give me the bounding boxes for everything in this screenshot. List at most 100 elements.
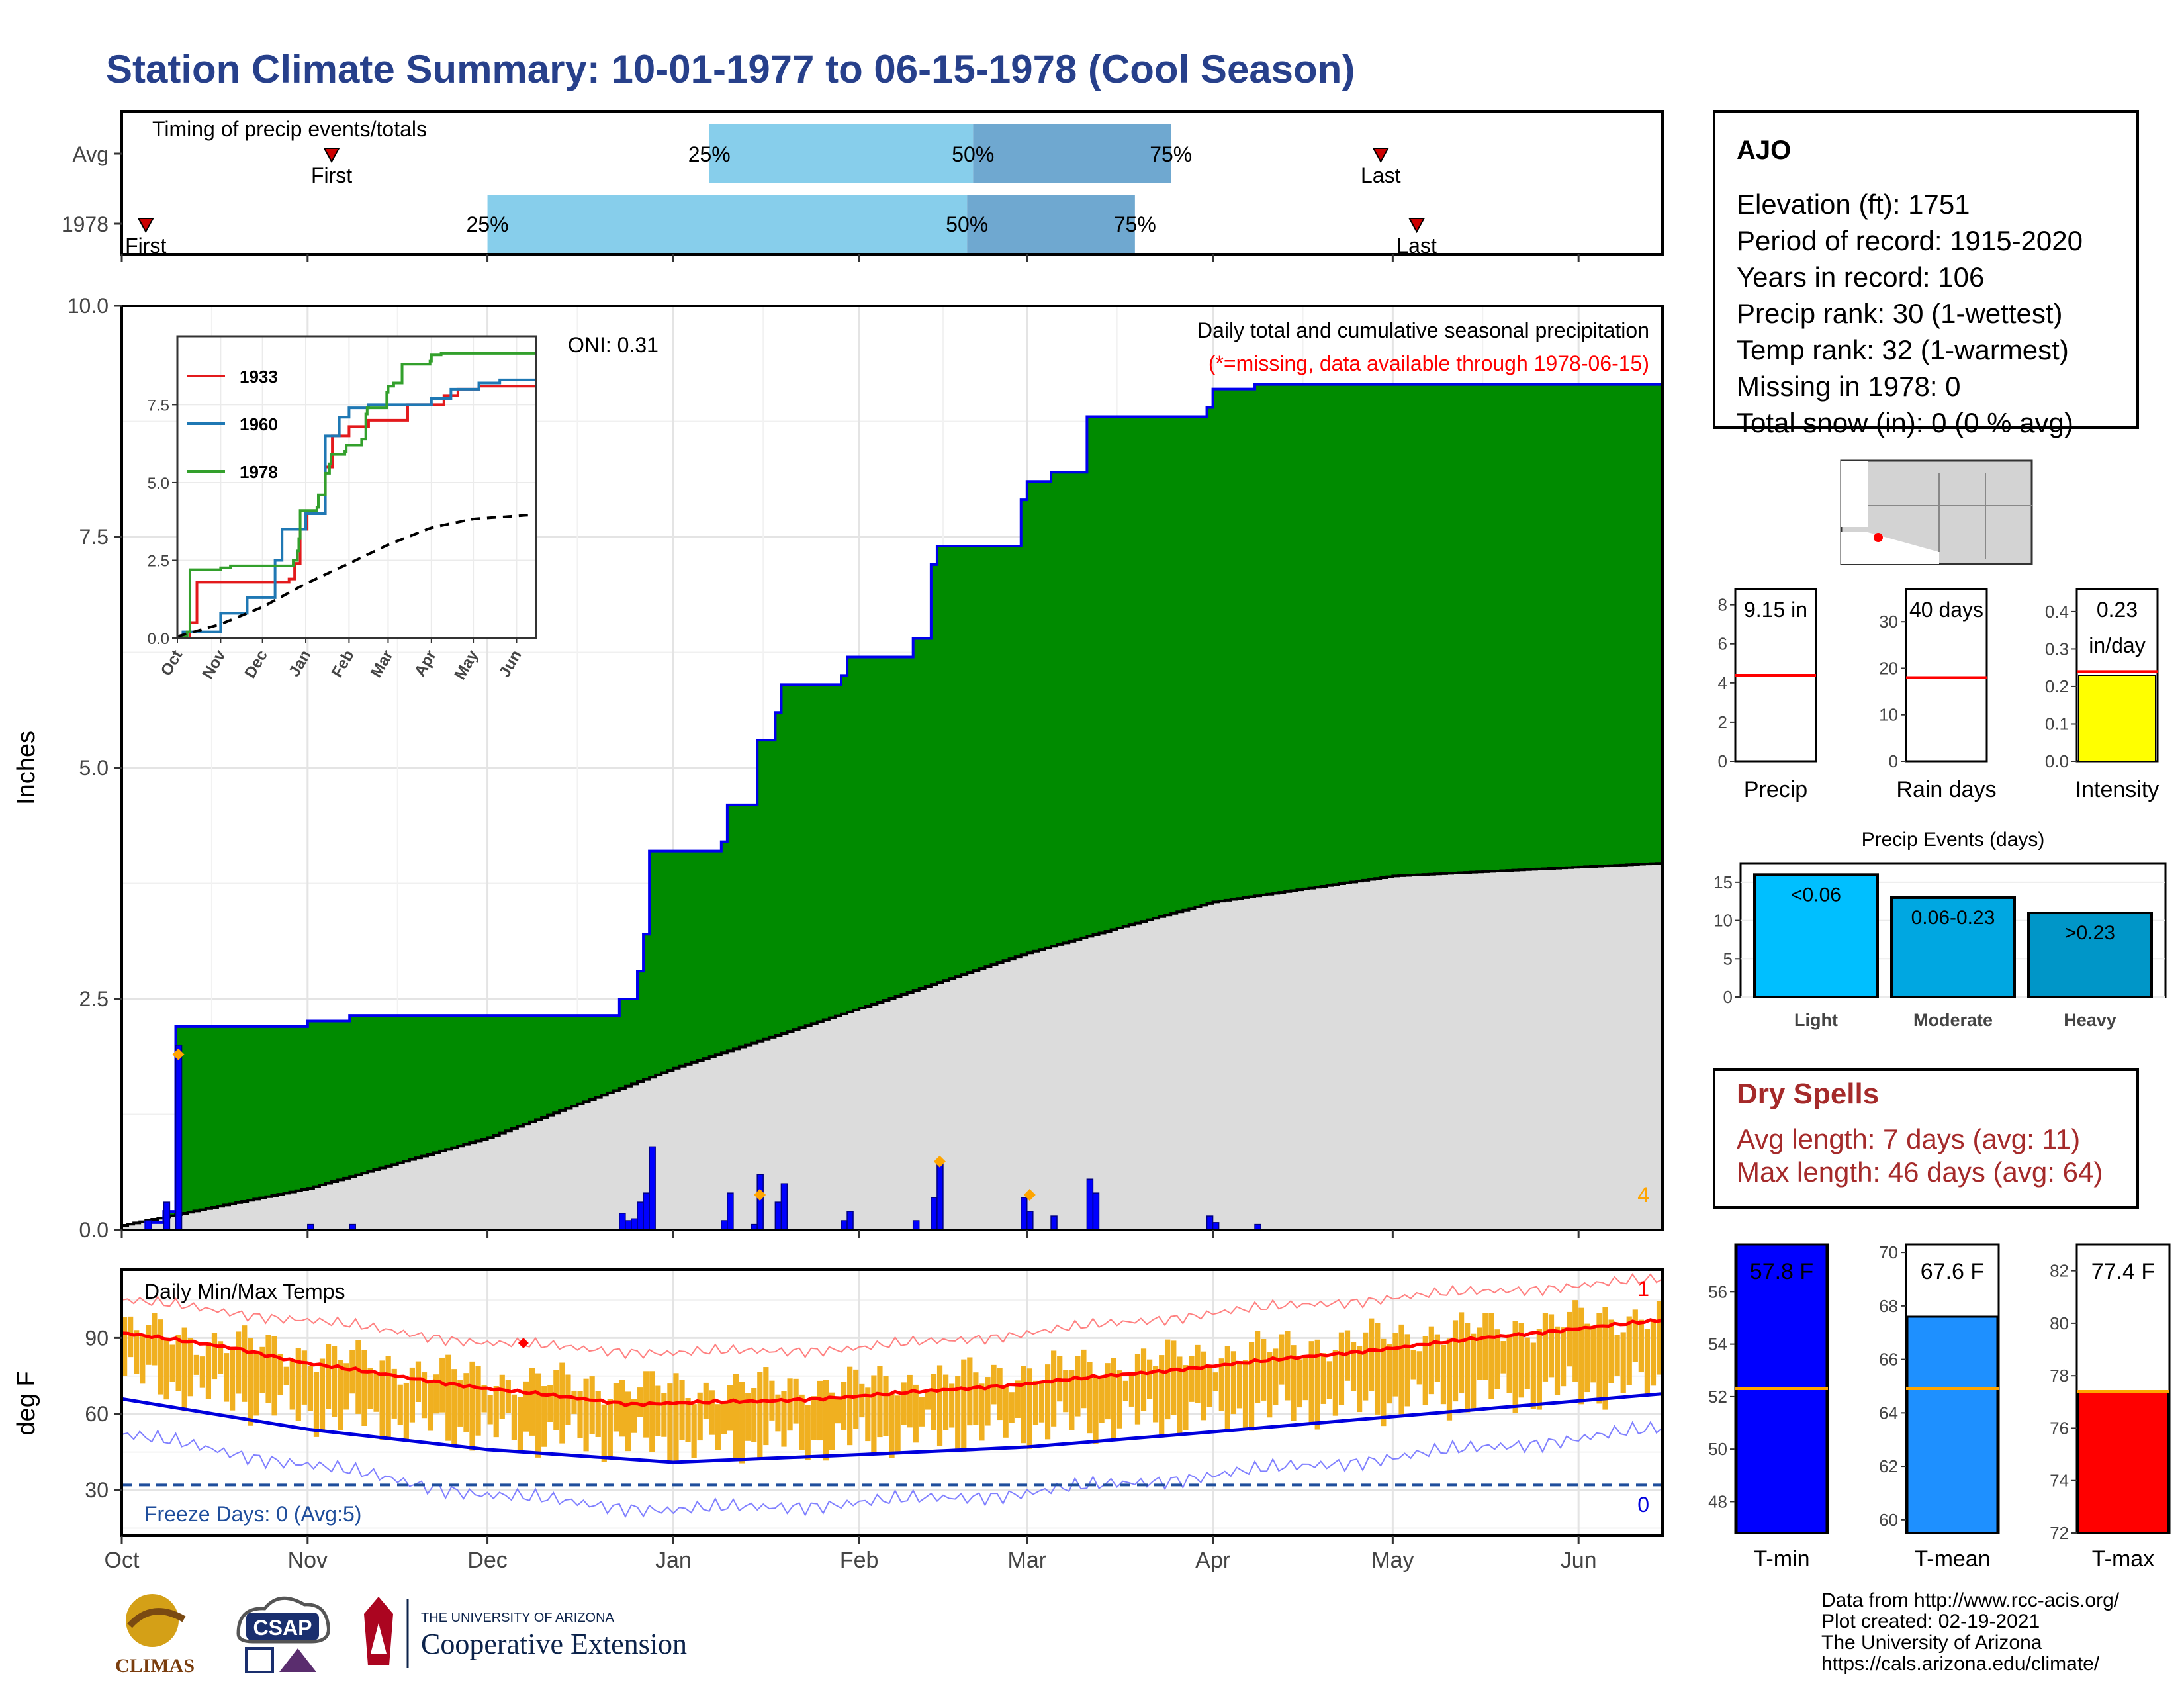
- timing-pct-label: 50%: [952, 142, 994, 166]
- daily-temp-bar: [1608, 1319, 1614, 1383]
- daily-temp-bar: [289, 1360, 295, 1410]
- mini-y-tick-label: 10: [1879, 705, 1898, 725]
- daily-temp-bar: [1656, 1301, 1662, 1375]
- daily-temp-bar: [1350, 1342, 1357, 1391]
- daily-temp-bar: [763, 1367, 769, 1446]
- freeze-days-label: Freeze Days: 0 (Avg:5): [144, 1502, 361, 1526]
- daily-temp-bar: [1171, 1340, 1177, 1415]
- tbar-y-tick-label: 80: [2050, 1313, 2069, 1333]
- timing-bar-25-50: [487, 195, 968, 253]
- tbar-category-label-1: T-mean: [1914, 1546, 1990, 1571]
- daily-temp-bar: [1482, 1313, 1488, 1380]
- month-tick-label: Dec: [467, 1548, 507, 1573]
- precip-marker-icon: [933, 1155, 946, 1168]
- daily-temp-bar: [409, 1367, 416, 1423]
- daily-temp-bar: [1093, 1378, 1099, 1444]
- precip-panel: 0.0 2.5 5.0 7.5 10.0 Inches Daily total and cu…: [13, 294, 1664, 1242]
- temp-y-tick-label: 30: [85, 1478, 109, 1502]
- month-tick-label: Oct: [105, 1548, 140, 1573]
- daily-temp-bar: [589, 1376, 595, 1434]
- daily-temp-bar: [493, 1386, 499, 1438]
- daily-temp-bar: [1620, 1332, 1626, 1393]
- daily-temp-bar: [967, 1357, 973, 1426]
- daily-temp-bar: [1357, 1346, 1363, 1413]
- daily-temp-bar: [1044, 1364, 1051, 1440]
- daily-temp-bar: [1308, 1341, 1314, 1424]
- tbar-y-tick-label: 60: [1879, 1510, 1898, 1530]
- events-bar-label: >0.23: [2065, 922, 2115, 944]
- tbar-value-label-2: 77.4 F: [2091, 1259, 2155, 1284]
- daily-temp-bar: [1273, 1348, 1279, 1405]
- daily-temp-bar: [1320, 1353, 1326, 1404]
- mini-y-tick-label: 0.4: [2045, 602, 2069, 622]
- ua-a-inner-icon: [371, 1623, 387, 1654]
- daily-temp-bar: [1332, 1350, 1338, 1416]
- daily-temp-bar: [1512, 1321, 1518, 1413]
- daily-precip-bar: [631, 1218, 638, 1231]
- daily-temp-bar: [1021, 1366, 1026, 1444]
- daily-precip-bar: [1086, 1178, 1094, 1231]
- credit-line: Data from http://www.rcc-acis.org/: [1821, 1589, 2120, 1611]
- daily-temp-bar: [1285, 1331, 1291, 1401]
- events-bar-label: <0.06: [1791, 884, 1841, 906]
- logos-row: CLIMAS CSAP THE UNIVERSITY OF ARIZONA Co…: [106, 1587, 741, 1680]
- daily-temp-bar: [1314, 1339, 1320, 1430]
- daily-precip-bar: [145, 1220, 152, 1231]
- daily-temp-bar: [661, 1393, 667, 1437]
- daily-temp-bar: [146, 1325, 152, 1365]
- daily-temp-bar: [1506, 1334, 1512, 1393]
- daily-temp-bar: [517, 1397, 523, 1450]
- daily-temp-bar: [1224, 1346, 1230, 1430]
- precip-y-tick-label: 0.0: [79, 1218, 109, 1242]
- temp-y-axis-label: deg F: [13, 1371, 40, 1435]
- month-tick-label: Nov: [288, 1548, 328, 1573]
- daily-precip-bar: [1026, 1211, 1034, 1231]
- daily-temp-bar: [745, 1393, 751, 1441]
- mini-value-label-2: 0.23: [2097, 598, 2138, 622]
- daily-temp-bar: [140, 1336, 146, 1384]
- daily-temp-bar: [338, 1360, 343, 1430]
- daily-temp-bar: [781, 1391, 787, 1447]
- daily-temp-bar: [1440, 1344, 1447, 1405]
- daily-temp-bar: [721, 1402, 727, 1434]
- location-map: [1840, 459, 2033, 565]
- daily-temp-bar: [1153, 1366, 1159, 1423]
- daily-temp-bar: [1632, 1309, 1638, 1362]
- mini-y-tick-label: 0.0: [2045, 751, 2069, 771]
- daily-temp-bar: [1500, 1341, 1506, 1374]
- daily-precip-bar: [643, 1192, 650, 1231]
- daily-temp-bar: [571, 1390, 577, 1414]
- station-location-dot-icon: [1874, 533, 1883, 542]
- mini-value-label-0: 9.15 in: [1744, 598, 1807, 622]
- daily-temp-bar: [1452, 1320, 1459, 1402]
- daily-temp-bar: [427, 1382, 433, 1431]
- month-tick-label: May: [1371, 1548, 1414, 1573]
- inset-bg: [177, 336, 536, 638]
- daily-temp-bar: [577, 1391, 583, 1438]
- daily-temp-bar: [1165, 1339, 1171, 1420]
- daily-temp-bar: [619, 1380, 625, 1437]
- timing-label: Timing of precip events/totals: [152, 117, 427, 141]
- daily-temp-bar: [1230, 1351, 1236, 1415]
- daily-temp-bar: [1530, 1342, 1536, 1409]
- daily-temp-bar: [811, 1396, 817, 1440]
- timing-first-marker-icon: [137, 218, 154, 234]
- daily-temp-bar: [1542, 1313, 1549, 1382]
- climas-swoosh-icon: [127, 1608, 186, 1628]
- daily-temp-bar: [1344, 1330, 1351, 1381]
- daily-temp-bar: [907, 1374, 913, 1428]
- daily-temp-bar: [181, 1327, 187, 1412]
- timing-last-marker-icon: [1372, 148, 1389, 164]
- daily-temp-bar: [942, 1374, 949, 1430]
- daily-temp-bar: [343, 1363, 349, 1410]
- mini-y-tick-label: 6: [1718, 634, 1727, 654]
- daily-temp-bar: [1644, 1329, 1651, 1395]
- inset-series-line-1960: [177, 377, 537, 639]
- mini-y-tick-label: 0.2: [2045, 677, 2069, 696]
- daily-temp-bar: [1291, 1345, 1297, 1421]
- daily-precip-bar: [841, 1220, 848, 1231]
- daily-temp-bar: [1375, 1323, 1381, 1415]
- station-snow: Total snow (in): 0 (0 % avg): [1737, 407, 2073, 438]
- timing-bar-50-75: [967, 195, 1135, 253]
- daily-temp-bar: [1536, 1329, 1542, 1410]
